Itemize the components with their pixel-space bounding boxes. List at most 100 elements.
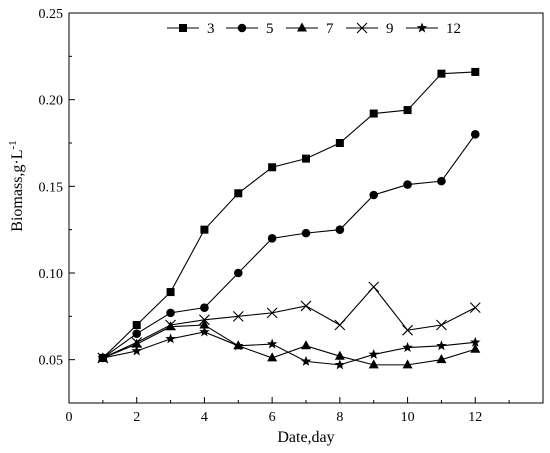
data-point-series-3 bbox=[403, 106, 412, 115]
legend-label: 12 bbox=[446, 21, 461, 37]
legend-item-9: 9 bbox=[346, 21, 394, 37]
data-point-series-9 bbox=[469, 302, 481, 314]
y-tick-label: 0.20 bbox=[39, 94, 64, 109]
series-line-7 bbox=[102, 324, 476, 366]
x-marker-stroke bbox=[334, 319, 346, 331]
data-point-series-9 bbox=[266, 307, 278, 319]
data-point-series-12 bbox=[402, 342, 413, 352]
data-point-series-12 bbox=[334, 359, 346, 370]
data-point-series-7 bbox=[402, 359, 413, 369]
data-point-series-3 bbox=[369, 109, 378, 118]
x-tick-label: 0 bbox=[66, 410, 73, 425]
x-marker-stroke bbox=[368, 281, 380, 293]
x-marker-stroke bbox=[469, 302, 481, 314]
x-tick-label: 4 bbox=[201, 410, 208, 425]
data-point-series-3 bbox=[302, 154, 310, 163]
y-tick-label: 0.05 bbox=[39, 354, 64, 369]
data-point-series-9 bbox=[436, 319, 447, 331]
series-line-9 bbox=[102, 286, 476, 359]
data-point-series-3 bbox=[132, 321, 141, 329]
x-tick-label: 6 bbox=[269, 410, 276, 425]
x-tick-label: 12 bbox=[468, 410, 482, 425]
data-point-series-12 bbox=[233, 340, 244, 351]
data-point-series-12 bbox=[368, 348, 379, 359]
data-point-series-9 bbox=[131, 336, 143, 348]
series-line-3 bbox=[102, 71, 476, 359]
data-point-series-7 bbox=[301, 340, 311, 350]
data-point-series-9 bbox=[300, 300, 312, 312]
data-point-series-7 bbox=[470, 343, 481, 353]
legend-label: 7 bbox=[326, 21, 334, 37]
legend-marker bbox=[237, 23, 247, 33]
y-axis-label: Biomass,g·L-1 bbox=[7, 140, 26, 231]
legend-marker bbox=[416, 22, 428, 33]
data-point-series-5 bbox=[233, 268, 243, 278]
x-marker-stroke bbox=[232, 310, 244, 322]
data-point-series-12 bbox=[131, 345, 142, 356]
y-tick-label: 0.25 bbox=[39, 7, 64, 22]
data-point-series-9 bbox=[199, 314, 210, 326]
series-5 bbox=[98, 130, 480, 363]
x-marker-stroke bbox=[356, 22, 368, 34]
legend-label: 3 bbox=[207, 21, 215, 37]
x-tick-label: 2 bbox=[133, 410, 140, 425]
series-3 bbox=[98, 67, 480, 362]
y-tick-label: 0.15 bbox=[39, 180, 64, 195]
data-point-series-7 bbox=[368, 359, 379, 369]
y-axis-label-superscript: -1 bbox=[7, 140, 19, 149]
x-axis-label: Date,day bbox=[277, 429, 334, 446]
x-marker-stroke bbox=[266, 307, 278, 319]
legend-item-7: 7 bbox=[286, 21, 334, 37]
data-point-series-3 bbox=[268, 163, 277, 172]
data-point-series-3 bbox=[335, 139, 344, 147]
data-point-series-5 bbox=[166, 308, 175, 318]
x-marker-stroke bbox=[199, 314, 210, 326]
legend-item-12: 12 bbox=[406, 21, 461, 37]
data-point-series-5 bbox=[437, 176, 446, 186]
x-marker-stroke bbox=[131, 336, 143, 348]
y-axis-label-text: Biomass,g·L bbox=[9, 149, 26, 231]
data-point-series-3 bbox=[471, 67, 480, 76]
legend-label: 5 bbox=[266, 21, 274, 37]
legend-item-5: 5 bbox=[226, 21, 274, 37]
data-point-series-7 bbox=[267, 352, 278, 362]
data-point-series-9 bbox=[232, 310, 244, 322]
legend-label: 9 bbox=[386, 21, 394, 37]
legend-item-3: 3 bbox=[167, 21, 215, 37]
data-point-series-7 bbox=[436, 354, 447, 364]
x-marker-stroke bbox=[165, 319, 176, 331]
axes: 0 2 4 6 8 10 12 0.05 0.10 0.15 0.20 0.25 bbox=[39, 7, 544, 425]
data-point-series-5 bbox=[335, 225, 345, 234]
data-point-series-5 bbox=[132, 329, 142, 338]
series-line-12 bbox=[102, 331, 476, 366]
data-point-series-9 bbox=[165, 319, 176, 331]
legend-marker bbox=[356, 22, 368, 34]
legend: 3 5 7 9 12 bbox=[167, 21, 461, 37]
data-point-series-12 bbox=[436, 340, 447, 351]
data-point-series-12 bbox=[266, 338, 278, 349]
data-point-series-9 bbox=[402, 324, 413, 336]
data-point-series-5 bbox=[403, 180, 412, 189]
series-line-5 bbox=[102, 134, 476, 359]
x-marker-stroke bbox=[402, 324, 413, 336]
legend-marker bbox=[297, 22, 307, 32]
data-point-series-3 bbox=[166, 288, 175, 297]
data-point-series-3 bbox=[437, 69, 446, 78]
series-layer bbox=[97, 67, 481, 370]
x-tick-label: 10 bbox=[401, 410, 415, 425]
data-point-series-5 bbox=[301, 228, 311, 238]
x-tick-label: 8 bbox=[336, 410, 343, 425]
legend-marker bbox=[179, 24, 187, 32]
data-point-series-7 bbox=[199, 319, 210, 329]
x-marker-stroke bbox=[300, 300, 312, 312]
data-point-series-9 bbox=[368, 281, 380, 293]
data-point-series-5 bbox=[267, 234, 277, 243]
data-point-series-5 bbox=[200, 303, 209, 312]
data-point-series-3 bbox=[234, 189, 243, 198]
data-point-series-12 bbox=[470, 336, 481, 347]
data-point-series-12 bbox=[300, 355, 312, 366]
data-point-series-12 bbox=[97, 352, 109, 363]
data-point-series-9 bbox=[334, 319, 346, 331]
data-point-series-5 bbox=[369, 190, 379, 200]
